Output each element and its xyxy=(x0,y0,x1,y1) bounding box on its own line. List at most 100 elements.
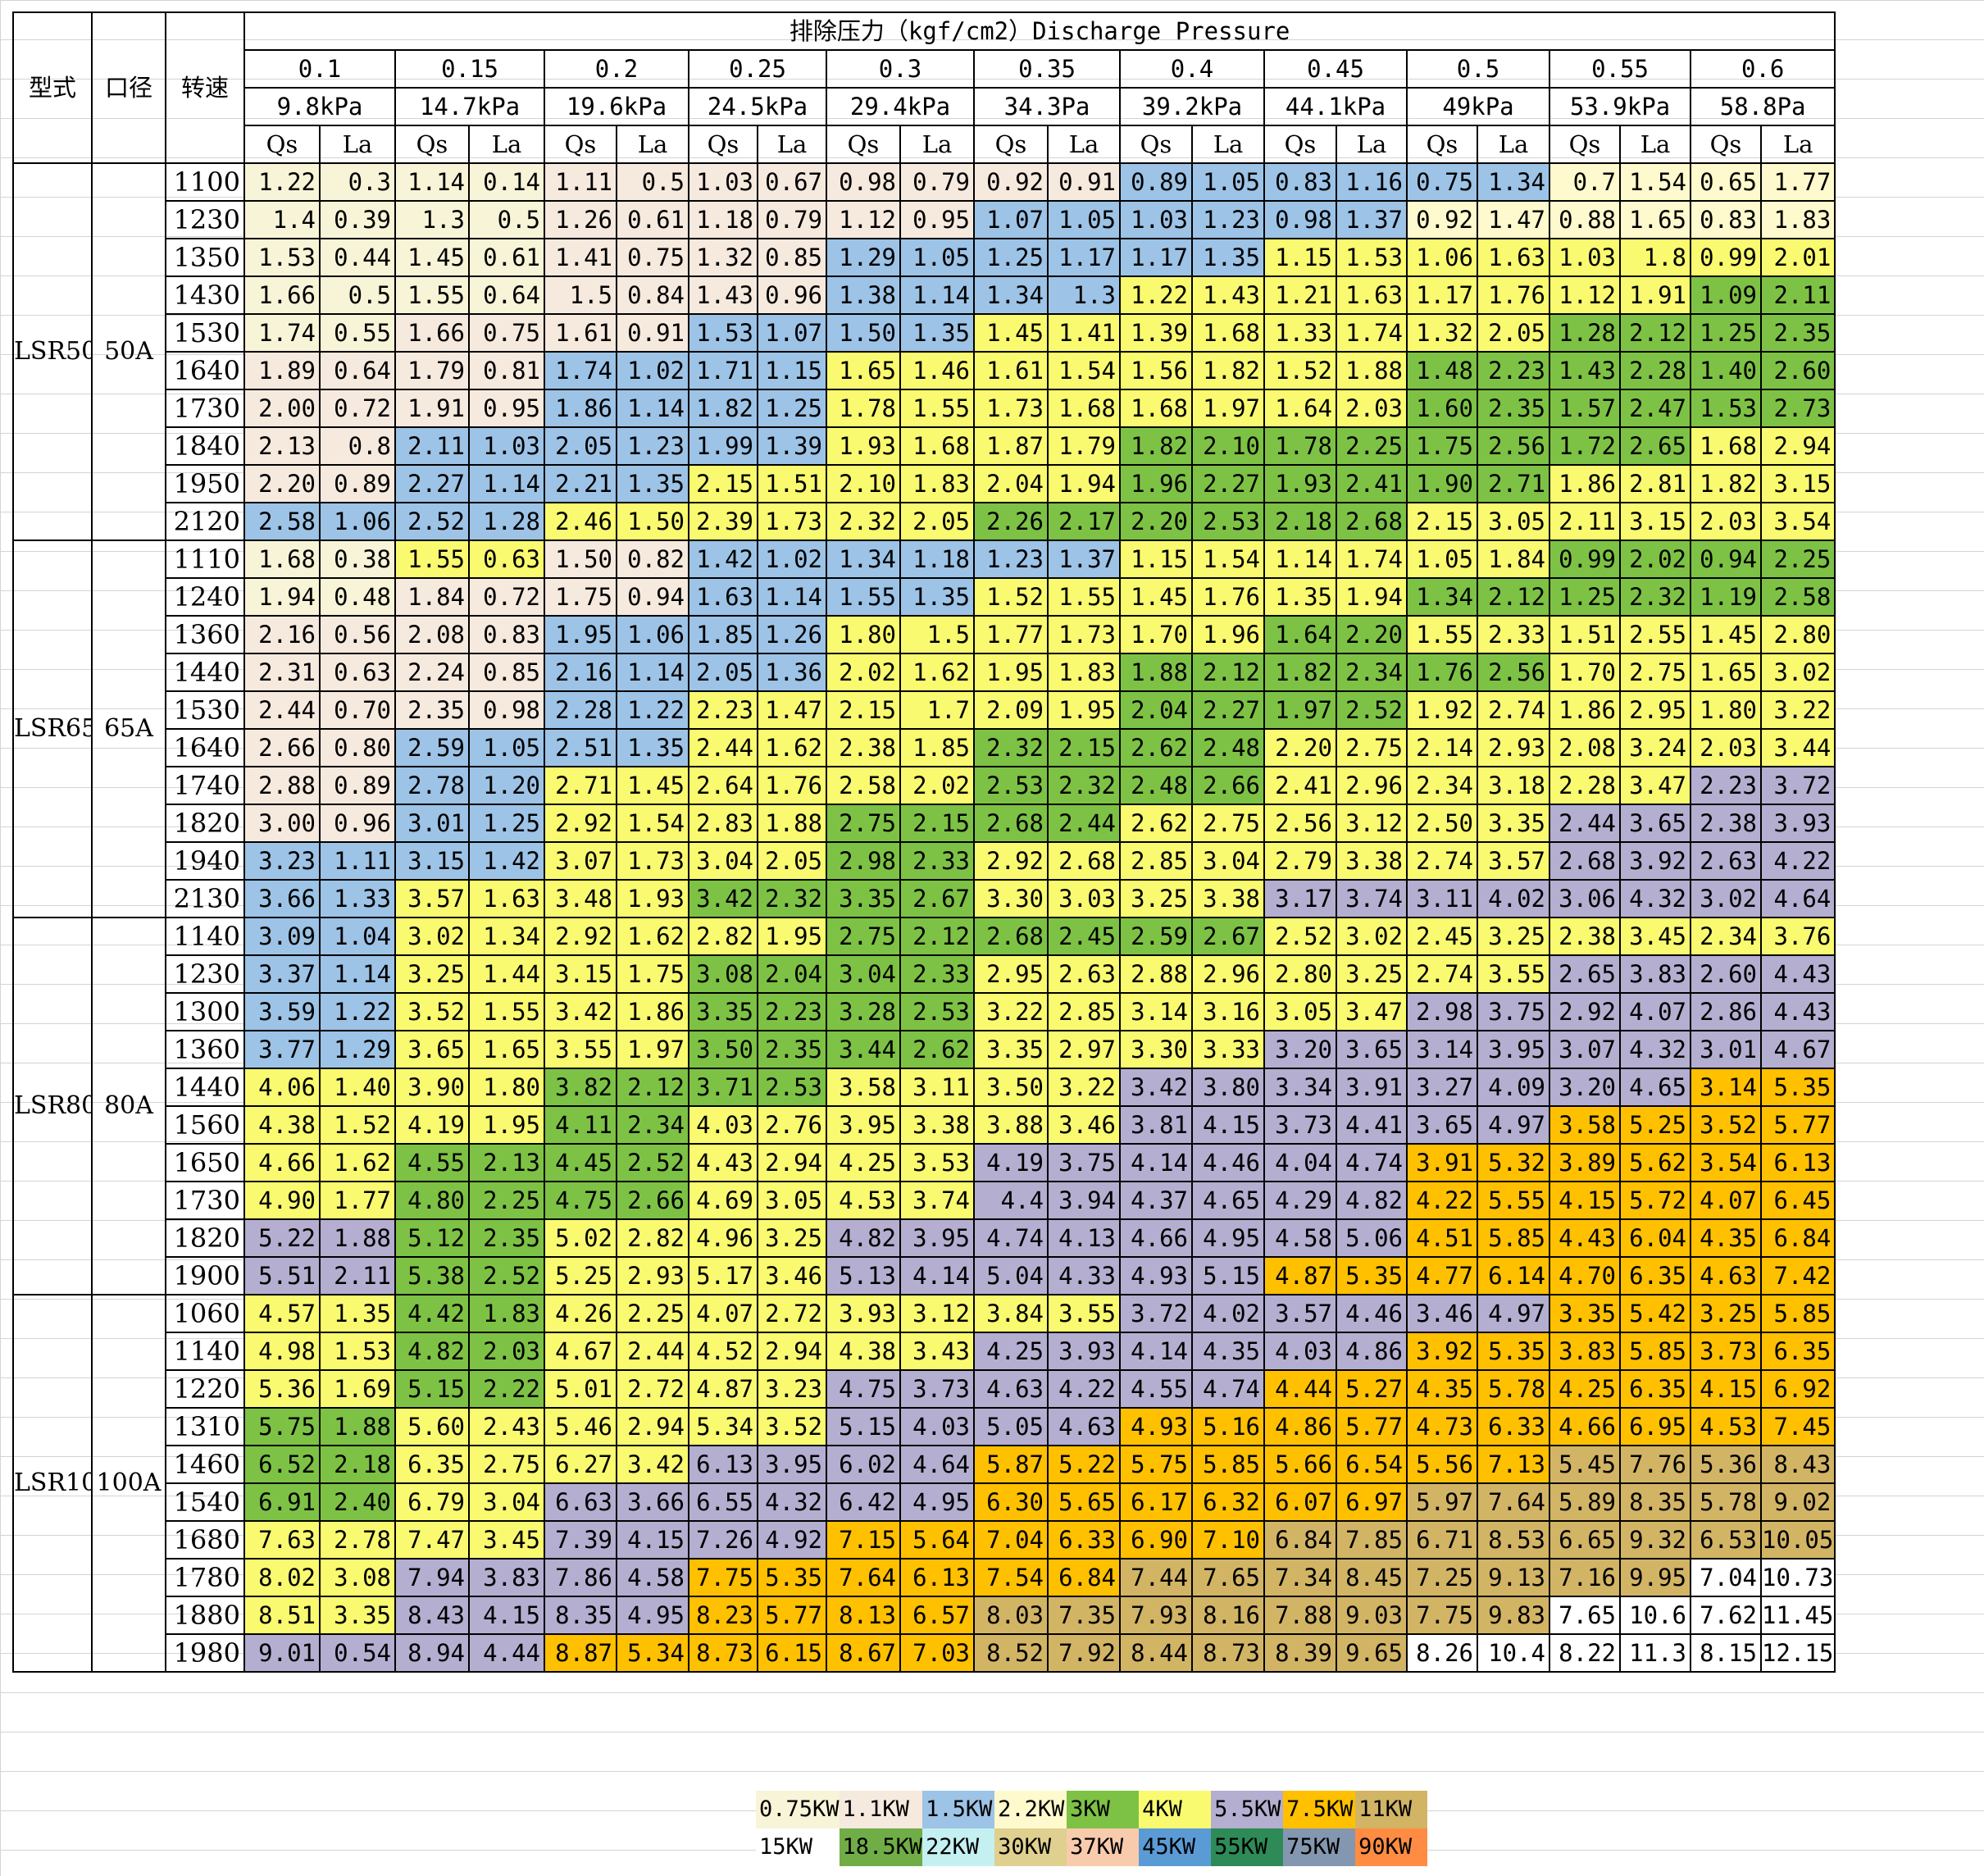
qs-cell: 1.85 xyxy=(688,615,758,654)
qs-cell: 6.65 xyxy=(1549,1520,1621,1560)
qs-cell: 1.55 xyxy=(394,540,470,579)
la-cell: 3.25 xyxy=(1477,917,1550,956)
la-cell: 5.15 xyxy=(1191,1256,1265,1295)
la-cell: 2.12 xyxy=(899,917,975,956)
la-cell: 2.44 xyxy=(1047,804,1121,843)
qs-cell: 1.64 xyxy=(1263,389,1337,428)
table-row: 1730 2.00 0.72 1.91 0.95 1.86 1.14 1.82 1.25 1.78… xyxy=(13,389,1836,428)
qs-cell: 6.02 xyxy=(826,1445,901,1484)
qs-cell: 3.02 xyxy=(394,917,470,956)
legend-row: 15KW 18.5KW 22KW 30KW 37KW 45KW 55KW 75KW 90KW xyxy=(756,1828,1428,1866)
la-cell: 3.05 xyxy=(1477,502,1550,541)
qs-cell: 3.71 xyxy=(688,1068,758,1107)
speed-cell: 1060 xyxy=(165,1294,245,1333)
qs-cell: 4.96 xyxy=(688,1218,758,1258)
qs-cell: 2.14 xyxy=(1406,728,1478,767)
qs-cell: 4.15 xyxy=(1549,1181,1621,1220)
qs-cell: 2.20 xyxy=(243,464,321,503)
qs-cell: 4.43 xyxy=(688,1143,758,1182)
qs-cell: 2.75 xyxy=(826,804,901,843)
table-row: 1900 5.51 2.11 5.38 2.52 5.25 2.93 5.17 3.46 5.13… xyxy=(13,1256,1836,1295)
qs-cell: 2.11 xyxy=(1549,502,1621,541)
qs-cell: 2.18 xyxy=(1263,502,1337,541)
la-cell: 1.62 xyxy=(899,653,975,692)
qs-cell: 5.36 xyxy=(1690,1445,1762,1484)
qs-cell: 3.93 xyxy=(826,1294,901,1333)
la-cell: 2.72 xyxy=(757,1294,827,1333)
qs-cell: 2.60 xyxy=(1690,954,1762,994)
qs-cell: 1.89 xyxy=(243,351,321,390)
qs-cell: 0.92 xyxy=(973,162,1049,202)
qs-cell: 2.38 xyxy=(1549,917,1621,956)
la-cell: 2.33 xyxy=(899,954,975,994)
qs-cell: 5.05 xyxy=(973,1407,1049,1446)
la-cell: 0.82 xyxy=(616,540,689,579)
la-cell: 2.52 xyxy=(468,1256,545,1295)
qs-cell: 4.14 xyxy=(1119,1332,1193,1371)
qs-cell: 1.19 xyxy=(1690,577,1762,617)
la-cell: 4.97 xyxy=(1477,1294,1550,1333)
qs-cell: 8.23 xyxy=(688,1596,758,1635)
qs-cell: 2.88 xyxy=(1119,954,1193,994)
qs-cell: 6.52 xyxy=(243,1445,321,1484)
qs-cell: 2.16 xyxy=(243,615,321,654)
la-cell: 1.02 xyxy=(616,351,689,390)
la-cell: 3.03 xyxy=(1047,879,1121,918)
qs-cell: 1.3 xyxy=(394,200,470,239)
qs-cell: 2.63 xyxy=(1690,841,1762,881)
qs-cell: 4.22 xyxy=(1406,1181,1478,1220)
qs-cell: 6.79 xyxy=(394,1482,470,1522)
la-cell: 2.58 xyxy=(1759,577,1836,617)
qs-cell: 4.58 xyxy=(1263,1218,1337,1258)
qs-cell: 1.50 xyxy=(544,540,617,579)
la-cell: 0.61 xyxy=(468,238,545,277)
la-cell: 1.88 xyxy=(319,1407,396,1446)
speed-cell: 1220 xyxy=(165,1369,245,1409)
header-row-pressure: 0.1 0.15 0.2 0.25 0.3 0.35 0.4 0.45 0.5 0.55 0.6 xyxy=(13,49,1836,89)
qs-cell: 3.88 xyxy=(973,1105,1049,1145)
qs-cell: 3.44 xyxy=(826,1030,901,1069)
la-cell: 1.23 xyxy=(1191,200,1265,239)
qs-cell: 5.75 xyxy=(243,1407,321,1446)
qs-cell: 4.75 xyxy=(826,1369,901,1409)
la-cell: 2.53 xyxy=(757,1068,827,1107)
qs-header: Qs xyxy=(1406,125,1478,164)
qs-cell: 2.56 xyxy=(1263,804,1337,843)
la-cell: 4.32 xyxy=(757,1482,827,1522)
qs-cell: 2.20 xyxy=(1263,728,1337,767)
la-cell: 6.35 xyxy=(1619,1256,1691,1295)
la-cell: 1.85 xyxy=(899,728,975,767)
qs-cell: 1.50 xyxy=(826,313,901,353)
la-cell: 0.5 xyxy=(468,200,545,239)
la-cell: 1.16 xyxy=(1336,162,1408,202)
la-cell: 0.14 xyxy=(468,162,545,202)
la-cell: 2.44 xyxy=(616,1332,689,1371)
qs-cell: 0.65 xyxy=(1690,162,1762,202)
la-cell: 1.37 xyxy=(1047,540,1121,579)
la-cell: 0.48 xyxy=(319,577,396,617)
la-cell: 5.72 xyxy=(1619,1181,1691,1220)
la-cell: 1.04 xyxy=(319,917,396,956)
la-cell: 4.46 xyxy=(1336,1294,1408,1333)
la-cell: 2.02 xyxy=(1619,540,1691,579)
qs-header: Qs xyxy=(394,125,470,164)
la-cell: 1.50 xyxy=(616,502,689,541)
la-cell: 1.74 xyxy=(1336,540,1408,579)
qs-cell: 2.02 xyxy=(826,653,901,692)
la-cell: 1.94 xyxy=(1336,577,1408,617)
qs-cell: 4.06 xyxy=(243,1068,321,1107)
qs-cell: 4.75 xyxy=(544,1181,617,1220)
la-cell: 1.06 xyxy=(319,502,396,541)
la-cell: 1.14 xyxy=(468,464,545,503)
qs-cell: 7.93 xyxy=(1119,1596,1193,1635)
la-cell: 4.22 xyxy=(1047,1369,1121,1409)
la-cell: 2.75 xyxy=(1191,804,1265,843)
la-cell: 1.39 xyxy=(757,426,827,466)
qs-cell: 1.29 xyxy=(826,238,901,277)
speed-cell: 1730 xyxy=(165,1181,245,1220)
qs-cell: 1.79 xyxy=(394,351,470,390)
la-cell: 6.45 xyxy=(1759,1181,1836,1220)
table-row: 1780 8.02 3.08 7.94 3.83 7.86 4.58 7.75 5.35 7.64… xyxy=(13,1558,1836,1597)
qs-cell: 1.09 xyxy=(1690,275,1762,315)
la-cell: 3.80 xyxy=(1191,1068,1265,1107)
